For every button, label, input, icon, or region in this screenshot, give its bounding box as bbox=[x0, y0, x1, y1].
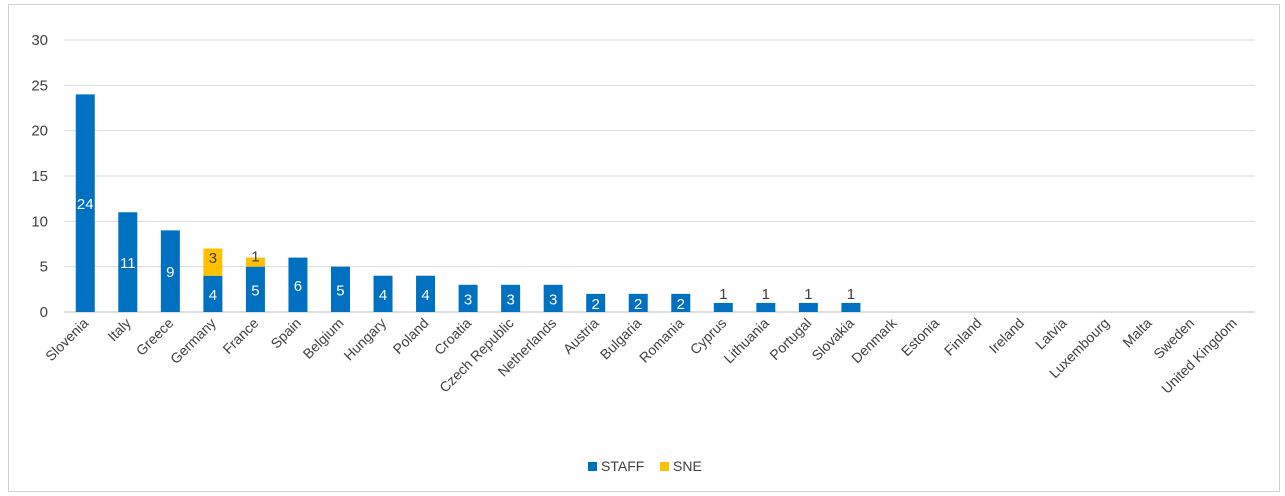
bar-staff bbox=[501, 284, 521, 312]
data-label-staff: 5 bbox=[336, 282, 344, 299]
data-label-staff: 3 bbox=[464, 291, 472, 308]
x-category-label: Czech Republic bbox=[436, 315, 517, 396]
bar-staff bbox=[543, 284, 563, 312]
bar-sne bbox=[245, 257, 265, 267]
data-label-staff: 4 bbox=[379, 287, 387, 304]
x-category-label: Lithuania bbox=[720, 315, 772, 367]
bar-staff bbox=[416, 275, 436, 312]
bar-staff bbox=[798, 302, 818, 312]
y-tick-label: 20 bbox=[31, 123, 48, 140]
y-tick-label: 30 bbox=[31, 32, 48, 49]
data-label-staff: 1 bbox=[847, 286, 855, 303]
x-category-label: Finland bbox=[941, 315, 985, 359]
data-label-staff: 2 bbox=[592, 296, 600, 313]
bar-staff bbox=[756, 302, 776, 312]
x-category-label: Malta bbox=[1119, 315, 1155, 351]
data-label-staff: 4 bbox=[209, 287, 217, 304]
data-label-staff: 3 bbox=[506, 291, 514, 308]
x-category-label: Estonia bbox=[898, 315, 942, 359]
x-category-label: Denmark bbox=[848, 314, 900, 366]
bar-staff bbox=[628, 293, 648, 312]
bar-staff bbox=[586, 293, 606, 312]
x-category-label: Spain bbox=[267, 315, 304, 352]
y-axis-ticks: 0 5 10 15 20 25 30 bbox=[31, 32, 48, 321]
bar-staff bbox=[373, 275, 393, 312]
x-category-label: Latvia bbox=[1032, 315, 1070, 353]
legend: STAFF SNE bbox=[588, 458, 702, 474]
bar-staff bbox=[203, 275, 223, 312]
bars bbox=[75, 94, 861, 313]
x-category-label: Romania bbox=[636, 315, 687, 366]
bar-staff bbox=[458, 284, 478, 312]
x-category-label: Portugal bbox=[766, 315, 814, 363]
bar-staff bbox=[841, 302, 861, 312]
legend-swatch bbox=[588, 462, 597, 471]
data-label-staff: 9 bbox=[166, 264, 174, 281]
y-tick-label: 15 bbox=[31, 168, 48, 185]
legend-label: STAFF bbox=[601, 458, 644, 474]
bar-staff bbox=[245, 266, 265, 312]
gridlines bbox=[64, 39, 1255, 313]
data-label-staff: 5 bbox=[251, 282, 259, 299]
data-label-staff: 3 bbox=[549, 291, 557, 308]
x-category-label: United Kingdom bbox=[1158, 315, 1240, 397]
data-label-staff: 11 bbox=[120, 255, 136, 272]
x-category-label: Slovenia bbox=[42, 315, 91, 364]
bar-staff bbox=[671, 293, 691, 312]
data-label-sne: 3 bbox=[209, 250, 217, 267]
data-label-staff: 4 bbox=[421, 287, 429, 304]
x-category-label: Hungary bbox=[340, 315, 389, 364]
bar-staff bbox=[160, 230, 180, 312]
y-tick-label: 0 bbox=[40, 304, 48, 321]
x-category-label: Belgium bbox=[300, 315, 347, 362]
x-category-label: Poland bbox=[390, 315, 432, 357]
bar-staff bbox=[713, 302, 733, 312]
data-label-staff: 2 bbox=[677, 296, 685, 313]
data-label-staff: 6 bbox=[294, 278, 302, 295]
bar-sne bbox=[203, 248, 223, 276]
x-category-label: France bbox=[219, 315, 261, 357]
x-category-label: Ireland bbox=[986, 315, 1028, 357]
data-label-sne: 1 bbox=[251, 249, 259, 266]
bar-staff bbox=[75, 94, 95, 313]
data-label-staff: 2 bbox=[634, 296, 642, 313]
y-tick-label: 25 bbox=[31, 77, 48, 94]
y-tick-label: 5 bbox=[40, 259, 48, 276]
legend-label: SNE bbox=[673, 458, 702, 474]
bar-staff bbox=[288, 257, 308, 312]
legend-swatch bbox=[660, 462, 669, 471]
x-category-label: Germany bbox=[167, 315, 219, 367]
data-label-staff: 1 bbox=[719, 286, 727, 303]
data-label-staff: 1 bbox=[804, 286, 812, 303]
bar-staff bbox=[330, 266, 350, 312]
y-tick-label: 10 bbox=[31, 213, 48, 230]
bar-staff bbox=[118, 212, 138, 312]
x-category-label: Austria bbox=[560, 315, 602, 357]
data-label-staff: 1 bbox=[762, 286, 770, 303]
x-category-label: Italy bbox=[104, 315, 133, 344]
data-label-staff: 24 bbox=[77, 196, 94, 213]
